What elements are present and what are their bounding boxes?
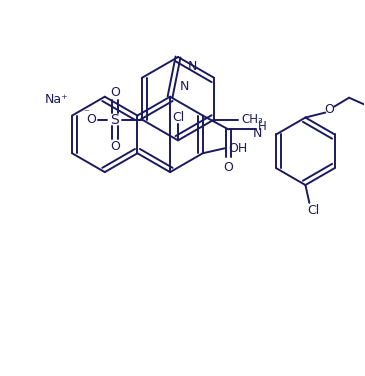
Text: O: O — [224, 161, 234, 174]
Text: S: S — [110, 112, 119, 127]
Text: O: O — [87, 113, 96, 126]
Text: Cl: Cl — [307, 204, 319, 217]
Text: O: O — [324, 103, 334, 116]
Text: N: N — [188, 61, 197, 73]
Text: N: N — [180, 80, 189, 93]
Text: O: O — [110, 86, 120, 99]
Text: CH₃: CH₃ — [241, 113, 263, 126]
Text: H: H — [258, 120, 267, 133]
Text: Na⁺: Na⁺ — [45, 93, 69, 106]
Text: ⁻: ⁻ — [84, 109, 89, 118]
Text: OH: OH — [228, 142, 247, 155]
Text: Cl: Cl — [172, 111, 184, 124]
Text: N: N — [253, 127, 262, 140]
Text: O: O — [110, 140, 120, 153]
